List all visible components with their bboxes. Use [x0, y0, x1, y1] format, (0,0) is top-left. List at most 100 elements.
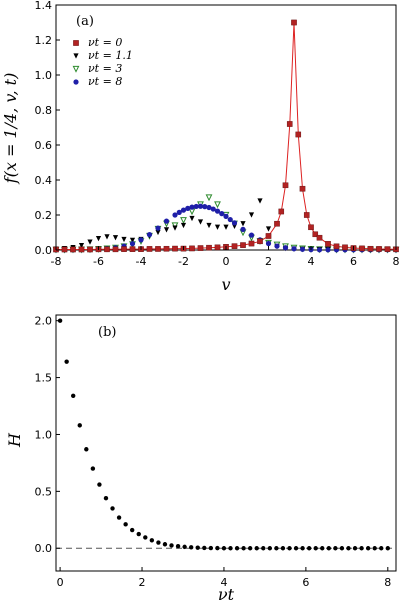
panel-a-point: [112, 246, 119, 253]
panel-a-point: [202, 204, 208, 210]
panel-b-point: [175, 543, 181, 549]
panel-a-point: [367, 245, 374, 252]
panel-a-point: [384, 246, 391, 252]
panel-a-ytick-label: 0.2: [35, 209, 53, 222]
panel-b-point: [241, 546, 246, 551]
panel-a-ylabel: f(x = 1/4, v, t): [1, 73, 20, 185]
panel-b-point: [300, 546, 305, 551]
panel-b-point: [123, 522, 128, 527]
panel-a-point: [359, 245, 365, 252]
panel-a-fit-curve: [56, 22, 396, 250]
legend-entry: νt = 0: [88, 36, 122, 49]
panel-a-point: [342, 244, 348, 251]
panel-a-ytick-label: 0.4: [35, 174, 53, 187]
panel-a-point: [325, 241, 331, 247]
panel-a-point: [61, 246, 68, 253]
panel-a-point: [205, 194, 213, 202]
panel-b-point: [202, 545, 207, 551]
panel-a-point: [121, 236, 127, 243]
panel-b-point: [320, 546, 325, 551]
panel-a-point: [155, 229, 161, 236]
panel-b-point: [372, 546, 377, 551]
panel-a-xtick-label: 4: [308, 255, 315, 268]
panel-a-point: [155, 246, 161, 252]
panel-a-xtick-label: 8: [393, 255, 400, 268]
panel-a-ytick-label: 1.4: [35, 0, 53, 12]
panel-a-point: [240, 226, 246, 232]
panel-a-point: [291, 246, 297, 252]
panel-b-ytick-label: 1.0: [35, 428, 53, 441]
panel-b-xtick-label: 6: [302, 576, 309, 589]
panel-b-ytick-label: 1.5: [35, 372, 53, 385]
panel-a-point: [291, 19, 297, 26]
panel-a-ytick-label: 0.8: [35, 104, 53, 117]
panel-a-point: [282, 182, 289, 189]
panel-b-point: [221, 546, 227, 551]
panel-b-point: [182, 544, 187, 550]
panel-b-ytick-label: 0.5: [35, 485, 53, 498]
panel-b-point: [162, 542, 168, 547]
panel-a-point: [312, 231, 319, 238]
panel-b-point: [97, 482, 102, 487]
legend-marker: [73, 53, 79, 59]
panel-b-point: [313, 546, 318, 551]
panel-b-point: [228, 546, 233, 551]
panel-b-point: [346, 546, 351, 551]
panel-a-point: [206, 204, 212, 211]
panel-b-point: [385, 546, 391, 551]
panel-a-point: [214, 244, 221, 251]
panel-a-point: [286, 121, 293, 127]
panel-a-point: [163, 218, 170, 224]
panel-a-point: [248, 232, 255, 238]
panel-a-xtick-label: -2: [178, 255, 189, 268]
panel-a-point: [308, 224, 314, 231]
panel-a-point: [87, 239, 93, 245]
panel-a-point: [189, 245, 195, 252]
panel-a-xtick-label: -6: [93, 255, 104, 268]
panel-b-point: [254, 546, 259, 551]
panel-b-label: (b): [98, 325, 116, 340]
legend-entry: νt = 1.1: [88, 49, 133, 62]
panel-b-point: [90, 466, 96, 471]
panel-a-point: [295, 131, 302, 138]
panel-b-point: [116, 515, 122, 520]
panel-b-point: [293, 546, 299, 551]
panel-b-point: [261, 546, 266, 551]
panel-a-point: [176, 209, 182, 215]
panel-b-point: [247, 546, 253, 551]
legend-marker: [72, 65, 80, 73]
panel-a-point: [197, 219, 204, 225]
panel-b: 0 2 4 6 8 0.0 0.5 1.0 1.5 2.0 (b) νt H: [5, 314, 397, 604]
panel-b-point: [379, 546, 384, 551]
panel-a-point: [180, 207, 187, 213]
panel-a-point: [163, 245, 170, 252]
panel-a-point: [333, 243, 340, 250]
panel-a-point: [278, 208, 285, 215]
panel-b-point: [57, 318, 63, 323]
panel-a-point: [248, 240, 255, 247]
panel-a-point: [240, 242, 246, 248]
panel-a-point: [189, 204, 195, 210]
panel-b-point: [103, 495, 109, 501]
panel-a-point: [257, 198, 263, 204]
panel-a-point: [214, 201, 221, 209]
panel-b-point: [64, 359, 69, 364]
panel-a-point: [231, 220, 238, 226]
panel-a-xtick-label: -4: [136, 255, 147, 268]
panel-a-point: [185, 205, 191, 211]
panel-a-point: [197, 203, 204, 209]
panel-a-point: [206, 222, 212, 229]
panel-b-point: [280, 546, 286, 551]
legend-marker: [73, 40, 79, 46]
panel-b-xtick-label: 8: [384, 576, 391, 589]
panel-b-point: [156, 540, 161, 545]
panel-b-point: [306, 546, 312, 551]
panel-a-point: [325, 247, 331, 253]
panel-a: -8 -6 -4 -2 0 2 4 6 8 0.0 0.2 0.4 0.6 0.8 1.0 1.2 1.4 (a…: [1, 0, 400, 294]
panel-b-ytick-label: 0.0: [35, 542, 53, 555]
panel-a-point: [87, 246, 93, 253]
panel-a-label: (a): [76, 14, 94, 29]
panel-a-point: [180, 222, 187, 229]
panel-a-point: [129, 246, 136, 252]
panel-b-frame: [55, 314, 397, 572]
